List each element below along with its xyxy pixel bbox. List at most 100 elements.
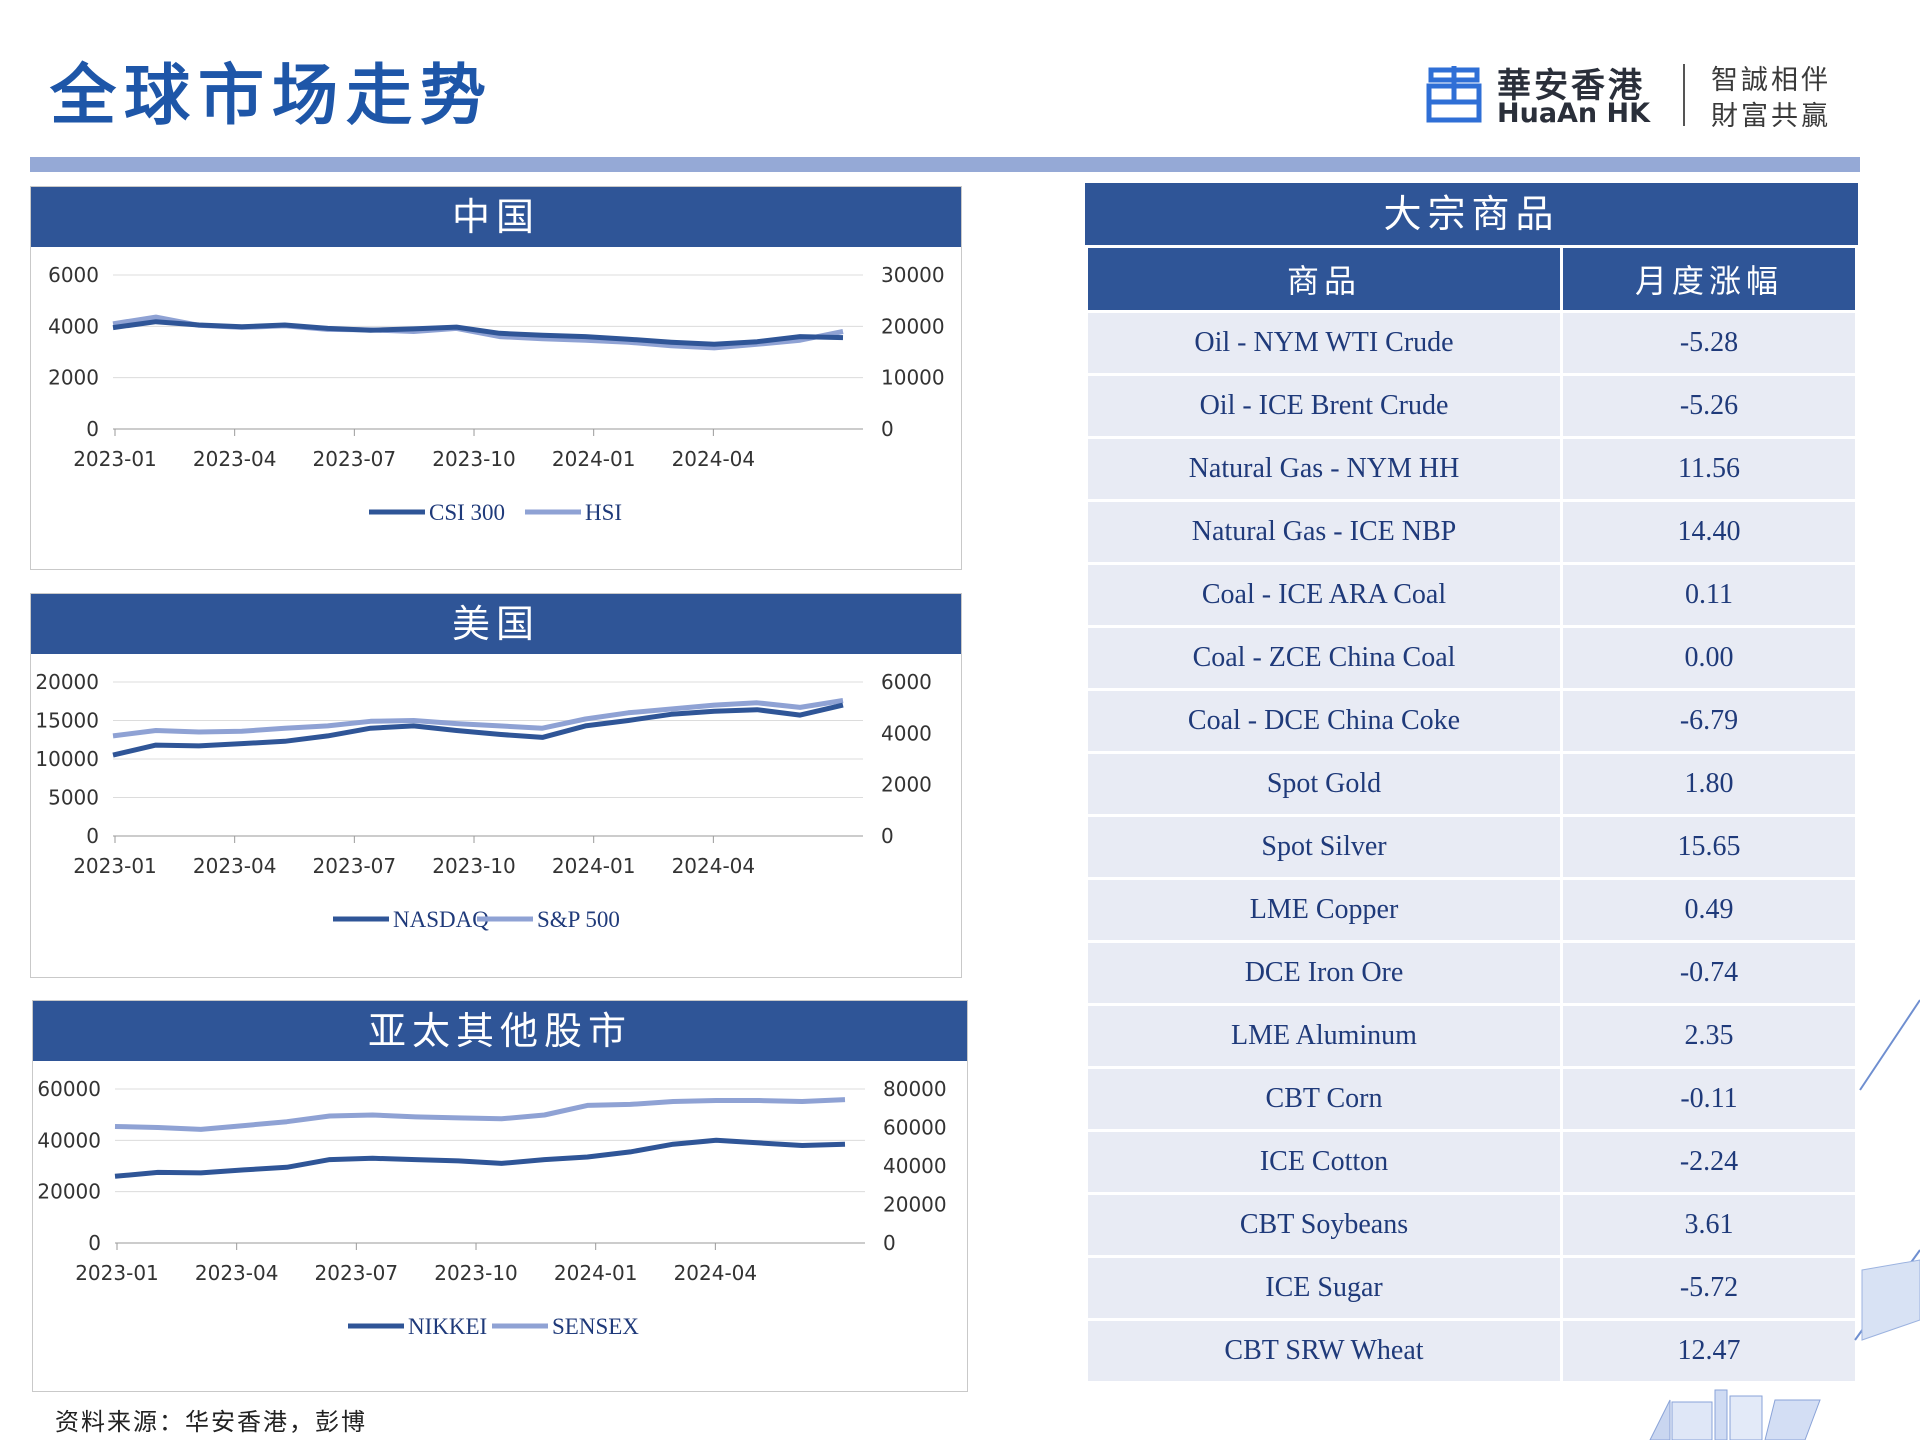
chart-title: 中国 xyxy=(31,187,961,247)
table-row: LME Copper 0.49 xyxy=(1085,877,1858,943)
y-left-tick-label: 6000 xyxy=(48,263,99,287)
commodity-name: CBT Soybeans xyxy=(1085,1192,1563,1258)
y-left-tick-label: 20000 xyxy=(35,670,99,694)
commodity-name: Spot Gold xyxy=(1085,751,1563,817)
monthly-change-value: -0.74 xyxy=(1560,940,1858,1006)
chart-panel-china: 中国 0 2000 4000 6000 0 10000 20000 30000 2023-01 2… xyxy=(30,186,962,570)
x-tick-label: 2023-10 xyxy=(434,1261,518,1285)
monthly-change-value: 15.65 xyxy=(1560,814,1858,880)
legend-label: S&P 500 xyxy=(537,907,620,932)
commodity-name: Natural Gas - NYM HH xyxy=(1085,436,1563,502)
chart-panel-us: 美国 0 5000 10000 15000 20000 0 2000 4000 6000 2023… xyxy=(30,593,962,978)
table-row: Coal - ZCE China Coal 0.00 xyxy=(1085,625,1858,691)
table-header-row: 商品 月度涨幅 xyxy=(1085,245,1858,313)
commodity-name: Oil - ICE Brent Crude xyxy=(1085,373,1563,439)
chart-title: 亚太其他股市 xyxy=(33,1001,967,1061)
y-right-tick-label: 10000 xyxy=(881,366,945,390)
y-left-tick-label: 5000 xyxy=(48,786,99,810)
chart-panel-apac: 亚太其他股市 0 20000 40000 60000 0 20000 40000 60000 8… xyxy=(32,1000,968,1392)
monthly-change-value: -5.26 xyxy=(1560,373,1858,439)
x-tick-label: 2023-07 xyxy=(313,447,397,471)
x-tick-label: 2023-04 xyxy=(193,854,277,878)
series-line xyxy=(112,319,844,347)
us-market-chart: 0 5000 10000 15000 20000 0 2000 4000 6000 2023-01… xyxy=(35,670,932,932)
y-right-tick-label: 20000 xyxy=(881,314,945,338)
commodities-table: 商品 月度涨幅 Oil - NYM WTI Crude -5.28 Oil - IC… xyxy=(1085,245,1858,1384)
x-tick-label: 2024-04 xyxy=(672,447,756,471)
series-line xyxy=(114,1097,846,1132)
commodity-name: LME Aluminum xyxy=(1085,1003,1563,1069)
y-left-tick-label: 15000 xyxy=(35,709,99,733)
company-logo: 華安香港 HuaAn HK 智誠相伴 財富共贏 xyxy=(1425,58,1845,132)
series-line xyxy=(112,702,844,758)
header-divider xyxy=(30,157,1860,172)
apac-market-chart: 0 20000 40000 60000 0 20000 40000 60000 80000 202… xyxy=(37,1077,947,1339)
x-tick-label: 2024-01 xyxy=(552,854,636,878)
table-row: Oil - ICE Brent Crude -5.26 xyxy=(1085,373,1858,439)
legend-label: NIKKEI xyxy=(408,1314,487,1339)
commodity-name: ICE Cotton xyxy=(1085,1129,1563,1195)
monthly-change-value: 0.00 xyxy=(1560,625,1858,691)
commodity-name: DCE Iron Ore xyxy=(1085,940,1563,1006)
y-right-tick-label: 60000 xyxy=(883,1116,947,1140)
commodity-name: Oil - NYM WTI Crude xyxy=(1085,310,1563,376)
slogan-line-2: 財富共贏 xyxy=(1711,101,1831,132)
column-header-monthly-change: 月度涨幅 xyxy=(1560,245,1858,313)
monthly-change-value: 11.56 xyxy=(1560,436,1858,502)
legend-label: NASDAQ xyxy=(393,907,489,932)
x-tick-label: 2024-04 xyxy=(672,854,756,878)
y-right-tick-label: 80000 xyxy=(883,1077,947,1101)
y-left-tick-label: 0 xyxy=(88,1231,101,1255)
y-right-tick-label: 2000 xyxy=(881,773,932,797)
monthly-change-value: 14.40 xyxy=(1560,499,1858,565)
logo-english-name: HuaAn HK xyxy=(1497,98,1651,129)
monthly-change-value: 3.61 xyxy=(1560,1192,1858,1258)
table-row: CBT Soybeans 3.61 xyxy=(1085,1192,1858,1258)
commodity-name: Natural Gas - ICE NBP xyxy=(1085,499,1563,565)
x-tick-label: 2023-01 xyxy=(73,447,157,471)
table-row: LME Aluminum 2.35 xyxy=(1085,1003,1858,1069)
monthly-change-value: -5.72 xyxy=(1560,1255,1858,1321)
logo-chinese-name: 華安香港 xyxy=(1497,66,1645,106)
y-right-tick-label: 20000 xyxy=(883,1193,947,1217)
column-header-commodity: 商品 xyxy=(1085,245,1563,313)
china-market-chart: 0 2000 4000 6000 0 10000 20000 30000 2023-01 2023… xyxy=(48,263,945,525)
legend-label: HSI xyxy=(585,500,622,525)
y-left-tick-label: 4000 xyxy=(48,314,99,338)
x-tick-label: 2024-01 xyxy=(552,447,636,471)
monthly-change-value: 12.47 xyxy=(1560,1318,1858,1384)
huaan-logo-icon xyxy=(1426,66,1482,123)
commodity-name: CBT SRW Wheat xyxy=(1085,1318,1563,1384)
monthly-change-value: -2.24 xyxy=(1560,1129,1858,1195)
slogan-line-1: 智誠相伴 xyxy=(1711,65,1831,96)
page-title: 全球市场走势 xyxy=(50,57,494,134)
table-row: Spot Gold 1.80 xyxy=(1085,751,1858,817)
commodity-name: ICE Sugar xyxy=(1085,1255,1563,1321)
legend-label: SENSEX xyxy=(552,1314,639,1339)
y-right-tick-label: 30000 xyxy=(881,263,945,287)
x-tick-label: 2023-07 xyxy=(315,1261,399,1285)
commodity-name: Coal - ZCE China Coal xyxy=(1085,625,1563,691)
table-row: Natural Gas - ICE NBP 14.40 xyxy=(1085,499,1858,565)
y-right-tick-label: 0 xyxy=(883,1231,896,1255)
table-row: Oil - NYM WTI Crude -5.28 xyxy=(1085,310,1858,376)
series-line xyxy=(112,698,844,739)
table-row: Coal - ICE ARA Coal 0.11 xyxy=(1085,562,1858,628)
decorative-building-graphic xyxy=(1649,999,1920,1440)
x-tick-label: 2023-07 xyxy=(313,854,397,878)
table-row: Coal - DCE China Coke -6.79 xyxy=(1085,688,1858,754)
monthly-change-value: 0.49 xyxy=(1560,877,1858,943)
y-right-tick-label: 40000 xyxy=(883,1154,947,1178)
x-tick-label: 2023-10 xyxy=(432,447,516,471)
chart-title: 美国 xyxy=(31,594,961,654)
commodity-name: Coal - ICE ARA Coal xyxy=(1085,562,1563,628)
monthly-change-value: -6.79 xyxy=(1560,688,1858,754)
table-row: ICE Sugar -5.72 xyxy=(1085,1255,1858,1321)
monthly-change-value: -0.11 xyxy=(1560,1066,1858,1132)
commodity-name: Coal - DCE China Coke xyxy=(1085,688,1563,754)
y-right-tick-label: 0 xyxy=(881,824,894,848)
x-tick-label: 2024-01 xyxy=(554,1261,638,1285)
commodities-table-panel: 大宗商品 商品 月度涨幅 Oil - NYM WTI Crude -5.28 Oil… xyxy=(1085,183,1858,1384)
monthly-change-value: -5.28 xyxy=(1560,310,1858,376)
table-row: Natural Gas - NYM HH 11.56 xyxy=(1085,436,1858,502)
